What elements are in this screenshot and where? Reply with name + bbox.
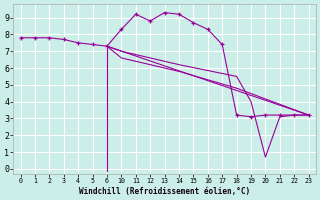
- X-axis label: Windchill (Refroidissement éolien,°C): Windchill (Refroidissement éolien,°C): [79, 187, 250, 196]
